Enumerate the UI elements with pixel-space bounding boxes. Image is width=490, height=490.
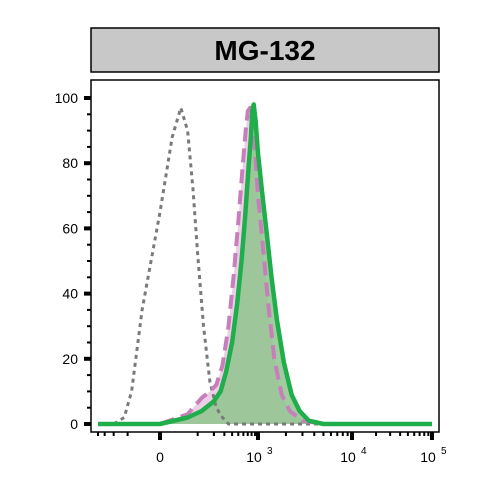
plot-area — [90, 79, 440, 433]
y-axis: 0 20 40 60 80 100 — [55, 90, 91, 432]
series-line-2 — [98, 102, 432, 427]
y-tick-label: 100 — [55, 90, 79, 106]
x-tick-exponent: 4 — [361, 446, 367, 457]
y-tick-label: 0 — [70, 416, 78, 432]
x-tick-label: 10 — [420, 449, 436, 465]
y-tick-label: 80 — [62, 155, 78, 171]
x-tick-exponent: 3 — [267, 446, 273, 457]
x-tick-label: 10 — [246, 449, 262, 465]
title-strip-box — [90, 27, 440, 73]
y-tick-label: 40 — [62, 286, 78, 302]
series-line-1 — [98, 105, 432, 426]
title-strip: MG-132 — [90, 27, 440, 73]
y-tick-label: 20 — [62, 351, 78, 367]
series-line-0 — [98, 106, 432, 426]
x-tick-label: 0 — [156, 449, 164, 465]
y-tick-label: 60 — [62, 220, 78, 236]
x-tick-label: 10 — [340, 449, 356, 465]
x-tick-exponent: 5 — [441, 446, 447, 457]
x-axis: 0 10 3 10 4 10 5 — [97, 432, 447, 465]
series-lines — [98, 102, 432, 427]
plot-frame — [90, 79, 440, 433]
chart-title: MG-132 — [214, 35, 315, 66]
